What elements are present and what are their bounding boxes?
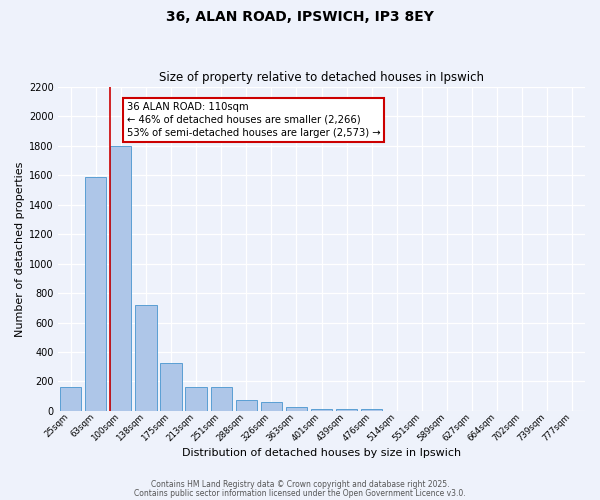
Bar (336, 410, 357, 411)
Bar (160, 363, 182, 411)
Bar (60, 388, 81, 411)
Bar (236, 400, 257, 411)
Bar (135, 305, 157, 411)
Text: 36, ALAN ROAD, IPSWICH, IP3 8EY: 36, ALAN ROAD, IPSWICH, IP3 8EY (166, 10, 434, 24)
Bar (110, 146, 131, 411)
Bar (311, 408, 332, 411)
Bar (85, 177, 106, 411)
Bar (361, 410, 382, 411)
Y-axis label: Number of detached properties: Number of detached properties (15, 162, 25, 336)
Bar (211, 388, 232, 411)
Text: Contains HM Land Registry data © Crown copyright and database right 2025.: Contains HM Land Registry data © Crown c… (151, 480, 449, 489)
Text: Contains public sector information licensed under the Open Government Licence v3: Contains public sector information licen… (134, 490, 466, 498)
Title: Size of property relative to detached houses in Ipswich: Size of property relative to detached ho… (159, 72, 484, 85)
Text: 36 ALAN ROAD: 110sqm
← 46% of detached houses are smaller (2,266)
53% of semi-de: 36 ALAN ROAD: 110sqm ← 46% of detached h… (127, 102, 380, 138)
X-axis label: Distribution of detached houses by size in Ipswich: Distribution of detached houses by size … (182, 448, 461, 458)
Bar (185, 388, 207, 411)
Bar (286, 406, 307, 411)
Bar (260, 402, 282, 411)
